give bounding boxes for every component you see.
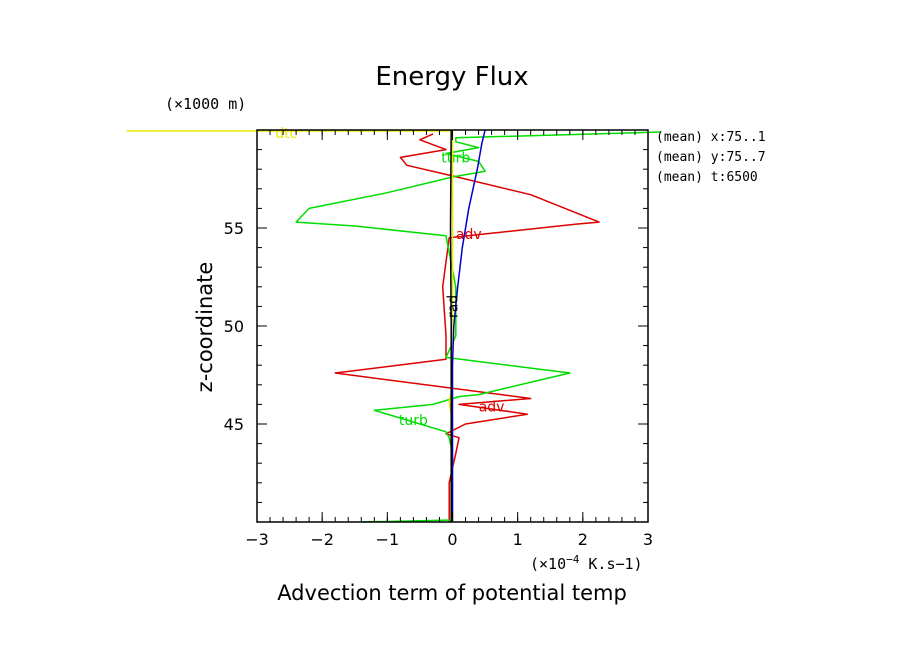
- y-tick-label: 45: [224, 415, 244, 434]
- series-label-adv: adv: [479, 399, 505, 415]
- series-turb: turb turb: [295, 131, 662, 523]
- series-line-dtc: [126, 130, 454, 522]
- series-line-adv: [334, 133, 600, 522]
- y-tick-label: 55: [224, 219, 244, 238]
- series-dtc: dtc: [126, 126, 454, 522]
- y-axis-label: z-coordinate: [193, 262, 217, 393]
- series-tot: [451, 129, 486, 522]
- x-tick-label: 2: [578, 530, 588, 549]
- series-rad: rad: [446, 129, 462, 522]
- series-line-rad: [449, 129, 452, 522]
- x-axis-label: Advection term of potential temp: [277, 581, 627, 605]
- info-line-y: (mean) y:75..7: [656, 150, 766, 165]
- series-label-rad: rad: [446, 295, 462, 318]
- x-tick-label: −1: [376, 530, 400, 549]
- x-tick-label: −3: [245, 530, 269, 549]
- chart-title: Energy Flux: [375, 62, 528, 92]
- x-tick-label: −2: [310, 530, 334, 549]
- x-tick-label: 3: [643, 530, 653, 549]
- x-axis-unit: (×10−4 K.s−1): [530, 553, 643, 573]
- info-line-t: (mean) t:6500: [656, 170, 758, 185]
- series-line-tot: [451, 129, 486, 522]
- axis-layer: −3 −2 −1 0 1 2 3 45 50 55: [224, 129, 653, 549]
- info-line-x: (mean) x:75..1: [656, 130, 766, 145]
- series-label-turb: turb: [441, 150, 470, 166]
- series-label-turb: turb: [399, 413, 428, 429]
- x-tick-label: 1: [513, 530, 523, 549]
- series-label-adv: adv: [456, 227, 482, 243]
- x-tick-label: 0: [447, 530, 457, 549]
- series-line-turb: [295, 131, 662, 523]
- series-adv: adv adv: [334, 133, 600, 522]
- y-tick-label: 50: [224, 317, 244, 336]
- info-block: (mean) x:75..1 (mean) y:75..7 (mean) t:6…: [656, 130, 766, 185]
- y-axis-unit: (×1000 m): [165, 95, 246, 113]
- series-label-dtc: dtc: [275, 126, 297, 142]
